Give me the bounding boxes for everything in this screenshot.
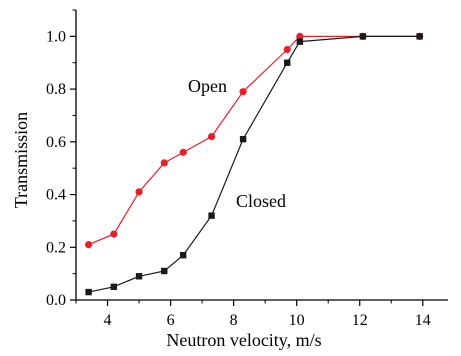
x-tick-label: 4 bbox=[104, 312, 112, 329]
x-tick-label: 14 bbox=[415, 312, 431, 329]
data-point-open bbox=[239, 88, 247, 96]
data-point-closed bbox=[110, 283, 118, 291]
data-point-open bbox=[110, 230, 118, 238]
x-axis-title: Neutron velocity, m/s bbox=[166, 330, 321, 350]
x-tick-label: 10 bbox=[289, 312, 305, 329]
data-point-closed bbox=[85, 288, 92, 296]
series-label-open: Open bbox=[188, 76, 227, 96]
data-point-closed bbox=[359, 33, 367, 40]
data-point-closed bbox=[284, 59, 291, 66]
y-tick-label: 0.4 bbox=[46, 187, 66, 204]
data-point-open bbox=[296, 32, 304, 40]
data-point-closed bbox=[239, 135, 247, 143]
data-point-open bbox=[207, 132, 216, 141]
data-point-closed bbox=[296, 38, 304, 45]
series-layer bbox=[85, 32, 424, 296]
y-tick-label: 0.2 bbox=[46, 239, 66, 256]
y-tick-label: 0.0 bbox=[46, 292, 66, 309]
data-point-closed bbox=[416, 33, 423, 40]
data-point-open bbox=[160, 159, 168, 167]
series-line-open bbox=[88, 35, 420, 246]
labels: Neutron velocity, m/s Transmission Open … bbox=[11, 76, 322, 350]
x-tick-label: 12 bbox=[352, 312, 368, 329]
data-point-open bbox=[283, 45, 291, 54]
data-point-closed bbox=[161, 267, 168, 275]
y-tick-label: 1.0 bbox=[46, 28, 66, 45]
series-label-closed: Closed bbox=[236, 191, 286, 211]
y-axis-title: Transmission bbox=[11, 112, 31, 208]
data-point-closed bbox=[135, 273, 143, 280]
data-point-open bbox=[135, 188, 143, 196]
axes: 4 6 8 10 12 14 0.0 0.2 0.4 0.6 0.8 1.0 bbox=[46, 9, 448, 329]
x-tick-label: 8 bbox=[230, 312, 238, 329]
y-tick-label: 0.8 bbox=[46, 81, 66, 98]
data-point-closed bbox=[179, 251, 187, 259]
y-tick-label: 0.6 bbox=[46, 134, 66, 151]
series-line-closed bbox=[88, 35, 420, 293]
x-tick-label: 6 bbox=[167, 312, 175, 329]
data-point-open bbox=[85, 241, 93, 249]
data-point-closed bbox=[208, 212, 215, 219]
data-point-open bbox=[179, 148, 187, 156]
